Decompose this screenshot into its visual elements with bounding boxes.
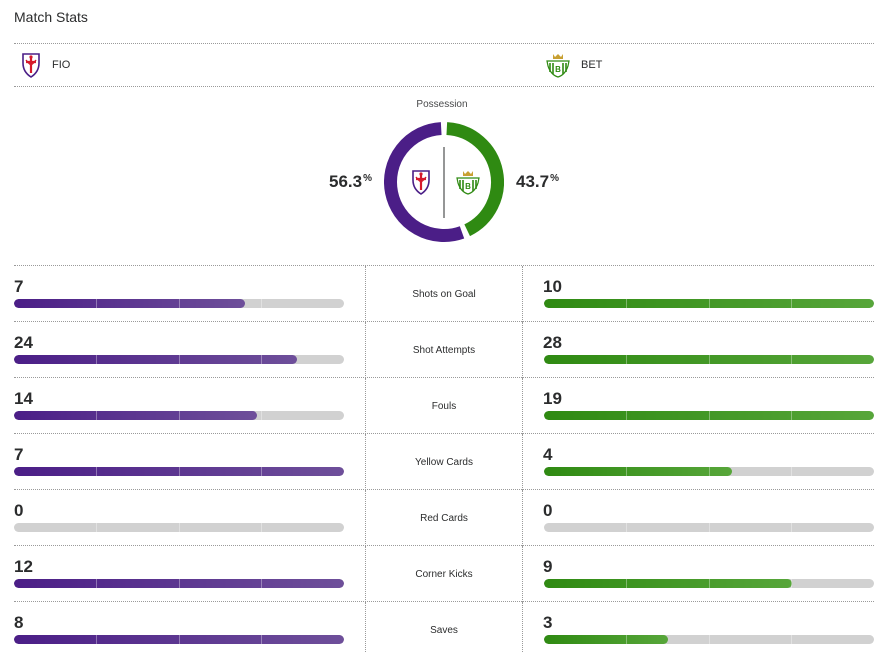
home-stat-value: 12: [14, 557, 33, 576]
stat-label: Shots on Goal: [365, 266, 523, 322]
home-stat-bar: [14, 299, 344, 308]
home-stat-bar-fill: [14, 579, 344, 588]
away-stat-value: 9: [543, 557, 553, 576]
home-possession-arc: [384, 122, 465, 242]
donut-fiorentina-crest-icon: [413, 171, 429, 194]
stat-row: 8 Saves 3: [14, 601, 874, 652]
away-possession-unit: %: [550, 173, 559, 184]
possession-label: Possession: [416, 99, 468, 110]
away-stat-bar: [544, 523, 874, 532]
away-stat-bar-fill: [544, 579, 792, 588]
home-stat-bar: [14, 635, 344, 644]
away-stat-value: 0: [543, 501, 553, 520]
away-stat-bar-fill: [544, 635, 668, 644]
away-possession-arc: [446, 122, 504, 237]
home-stat-bar: [14, 523, 344, 532]
home-stat-bar-fill: [14, 467, 344, 476]
home-team: FIO: [20, 52, 70, 78]
away-team: BET: [545, 52, 602, 78]
away-stat-bar: [544, 411, 874, 420]
stat-row: 7 Yellow Cards 4: [14, 433, 874, 490]
home-stat-bar: [14, 579, 344, 588]
away-stat-bar: [544, 579, 874, 588]
match-stats-title: Match Stats: [14, 9, 88, 25]
stat-label: Yellow Cards: [365, 434, 523, 490]
stat-label: Corner Kicks: [365, 546, 523, 602]
stats-table: 7 Shots on Goal 10 24 Shot Attempts 28 14 Fouls…: [14, 265, 874, 652]
home-stat-value: 8: [14, 613, 24, 632]
away-stat-value: 4: [543, 445, 553, 464]
teams-header: FIO BET: [14, 43, 874, 87]
away-stat-value: 3: [543, 613, 553, 632]
home-stat-value: 14: [14, 389, 33, 408]
away-stat-bar: [544, 467, 874, 476]
home-possession-value: 56.3: [329, 172, 363, 191]
away-stat-bar: [544, 635, 874, 644]
possession-donut: [384, 122, 504, 242]
stat-row: 7 Shots on Goal 10: [14, 265, 874, 322]
away-stat-bar-fill: [544, 467, 733, 476]
stat-row: 12 Corner Kicks 9: [14, 545, 874, 602]
away-possession-value: 43.7: [516, 172, 550, 191]
home-stat-bar: [14, 411, 344, 420]
away-stat-value: 10: [543, 277, 562, 296]
home-possession-unit: %: [363, 173, 372, 184]
stat-row: 14 Fouls 19: [14, 377, 874, 434]
fiorentina-crest-icon: [20, 52, 42, 78]
stat-label: Red Cards: [365, 490, 523, 546]
home-team-abbr: FIO: [52, 59, 71, 71]
away-stat-bar-fill: [544, 299, 874, 308]
home-stat-value: 7: [14, 277, 24, 296]
away-stat-bar: [544, 299, 874, 308]
stat-row: 24 Shot Attempts 28: [14, 321, 874, 378]
donut-real-betis-crest-icon: [457, 171, 479, 194]
stat-label: Fouls: [365, 378, 523, 434]
home-stat-bar: [14, 355, 344, 364]
away-stat-value: 19: [543, 389, 562, 408]
away-stat-value: 28: [543, 333, 562, 352]
away-stat-bar-fill: [544, 411, 874, 420]
home-possession: 56.3%: [329, 172, 372, 192]
home-stat-bar-fill: [14, 411, 258, 420]
home-stat-value: 0: [14, 501, 24, 520]
home-stat-value: 7: [14, 445, 24, 464]
away-stat-bar: [544, 355, 874, 364]
real-betis-crest-icon: [545, 52, 571, 78]
away-possession: 43.7%: [516, 172, 559, 192]
stat-label: Shot Attempts: [365, 322, 523, 378]
home-stat-value: 24: [14, 333, 33, 352]
stat-label: Saves: [365, 602, 523, 652]
away-stat-bar-fill: [544, 355, 874, 364]
away-team-abbr: BET: [581, 59, 603, 71]
stat-row: 0 Red Cards 0: [14, 489, 874, 546]
home-stat-bar-fill: [14, 635, 344, 644]
home-stat-bar: [14, 467, 344, 476]
home-stat-bar-fill: [14, 355, 297, 364]
home-stat-bar-fill: [14, 299, 245, 308]
